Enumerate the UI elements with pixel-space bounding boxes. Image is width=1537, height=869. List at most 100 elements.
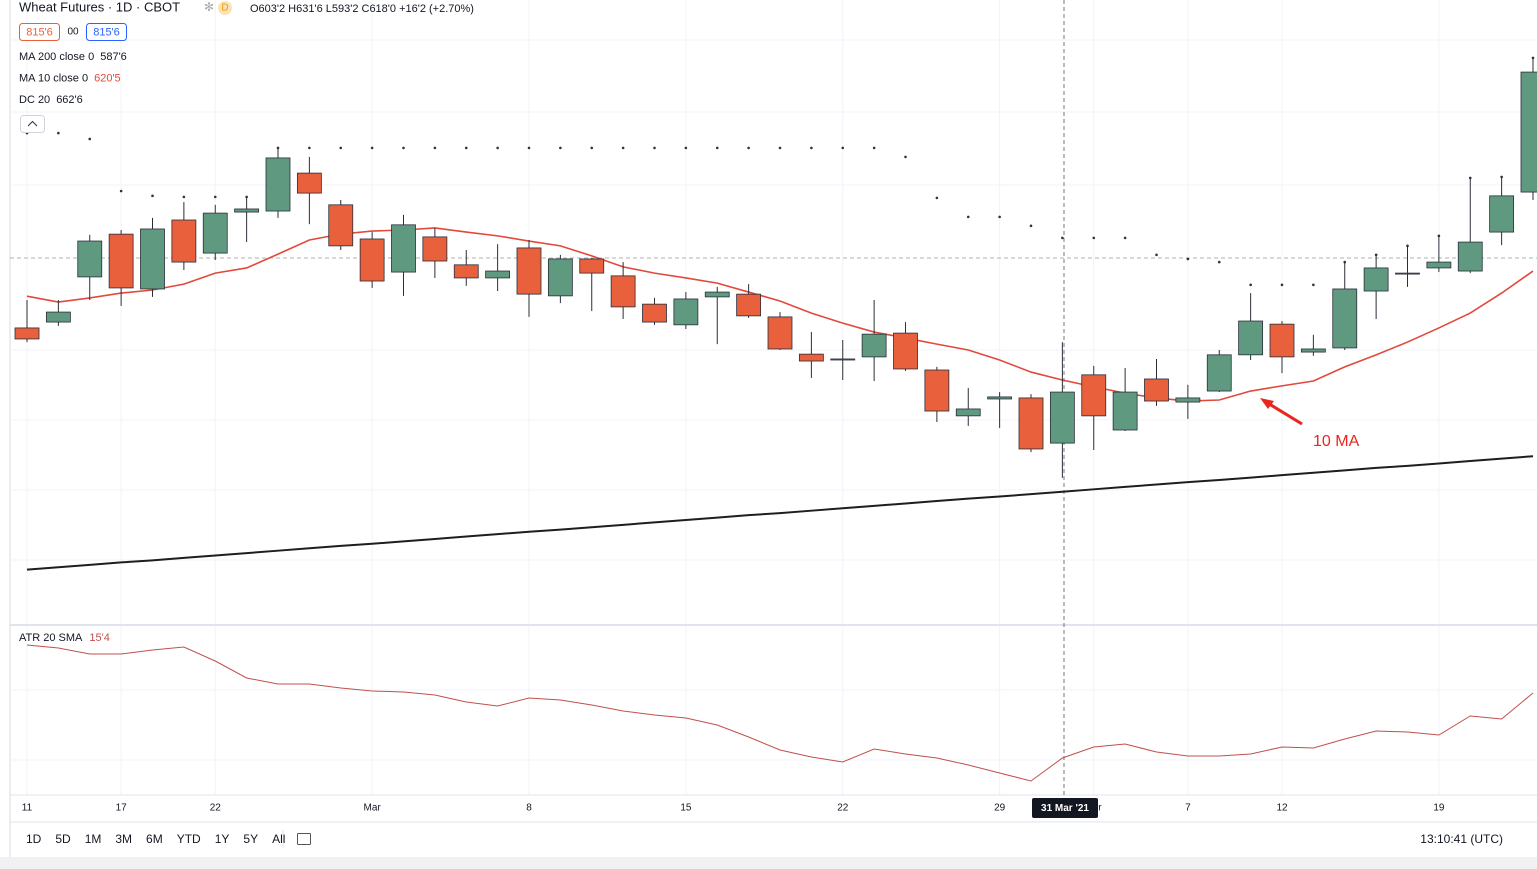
compare-icon[interactable] — [297, 833, 311, 845]
dc-dot — [182, 195, 186, 199]
candle-body — [1206, 354, 1232, 392]
ohlc: O603'2 H631'6 L593'2 C618'0 +16'2 (+2.70… — [250, 3, 474, 15]
candle-body — [736, 293, 762, 317]
range-button[interactable]: All — [272, 832, 285, 846]
atr-legend-name: ATR 20 SMA — [19, 632, 83, 644]
candle-body — [1018, 397, 1044, 450]
candle-body — [924, 369, 950, 412]
dc-dot — [998, 215, 1001, 219]
ma-line — [26, 455, 1534, 571]
candle-body — [296, 172, 322, 194]
crosshair-date-box — [1032, 798, 1098, 818]
dc-dot — [904, 155, 907, 159]
candle-body — [45, 311, 71, 323]
range-button[interactable]: YTD — [177, 832, 201, 846]
dc-dot — [1029, 224, 1033, 228]
candle-body — [642, 303, 667, 323]
candle-body — [830, 358, 856, 361]
buy-button[interactable] — [86, 23, 127, 41]
dc-dot — [119, 189, 123, 193]
candle-body — [1395, 272, 1420, 275]
range-button[interactable]: 1M — [85, 832, 102, 846]
dc-dot — [1123, 236, 1127, 240]
candle-body — [673, 298, 699, 326]
candle-body — [987, 396, 1013, 400]
dc-dot — [1155, 253, 1158, 257]
candle-body — [265, 157, 291, 212]
candle-body — [798, 353, 824, 362]
range-button[interactable]: 5Y — [243, 832, 258, 846]
spread: 00 — [67, 27, 79, 38]
candle-body — [579, 258, 605, 274]
collapse-button[interactable] — [20, 115, 45, 133]
x-tick-label: 15 — [680, 803, 692, 814]
candle-body — [1363, 267, 1389, 292]
dc-dot — [684, 146, 688, 150]
x-tick-label: 12 — [1276, 803, 1288, 814]
range-button[interactable]: 6M — [146, 832, 163, 846]
dc-dot — [841, 146, 845, 150]
candle-body — [328, 204, 354, 247]
clock: 13:10:41 (UTC) — [1420, 832, 1503, 846]
dc-dot — [1312, 283, 1315, 287]
dc-dot — [370, 146, 374, 150]
collapse-icon — [27, 120, 38, 127]
x-tick-label: 22 — [210, 803, 222, 814]
candle-body — [516, 247, 542, 295]
range-button[interactable]: 1Y — [215, 832, 230, 846]
dc-dot — [966, 215, 970, 219]
range-button[interactable]: 3M — [115, 832, 132, 846]
ma-line — [26, 227, 1534, 402]
candle-body — [1489, 195, 1515, 233]
atr-legend-value: 15'4 — [89, 632, 109, 644]
legend-name: DC 20 — [19, 94, 50, 106]
dc-dot — [747, 146, 750, 150]
candle-body — [391, 224, 416, 273]
badge: D — [221, 3, 228, 14]
atr-line — [26, 644, 1534, 782]
candle-body — [485, 270, 511, 279]
candle-body — [108, 233, 134, 289]
dc-dot — [559, 146, 562, 150]
sell-button[interactable] — [19, 23, 60, 41]
candle-body — [14, 327, 40, 340]
candle-body — [1112, 391, 1138, 431]
legend-value: 662'6 — [56, 94, 83, 106]
dc-dot — [496, 146, 499, 150]
buy-price: 815'6 — [93, 26, 120, 38]
candle-body — [704, 291, 730, 298]
dc-dot — [88, 137, 92, 141]
dc-dot — [1217, 260, 1221, 264]
dc-dot — [653, 146, 656, 150]
candle-body — [955, 408, 981, 417]
dc-dot — [213, 195, 217, 199]
range-button[interactable]: 5D — [55, 832, 71, 846]
candle-body — [547, 258, 573, 297]
sell-price: 815'6 — [26, 26, 53, 38]
dc-dot — [433, 146, 437, 150]
candle-body — [77, 240, 103, 278]
dc-dot — [621, 146, 625, 150]
dc-dot — [778, 146, 782, 150]
dc-dot — [1186, 257, 1190, 261]
dc-dot — [872, 146, 876, 150]
candle-body — [893, 332, 918, 370]
badge-bg — [218, 1, 232, 15]
range-button[interactable]: 1D — [26, 832, 42, 846]
dc-dot — [590, 146, 594, 150]
dc-dot — [527, 146, 531, 150]
candle-body — [1081, 374, 1107, 417]
legend-value: 620'5 — [94, 72, 121, 84]
x-tick-label: 19 — [1433, 803, 1445, 814]
dc-dot — [57, 131, 60, 135]
x-tick-label: 29 — [994, 803, 1006, 814]
legend-name: MA 10 close 0 — [19, 72, 88, 84]
candle-body — [1457, 241, 1483, 272]
candle-body — [422, 236, 448, 262]
x-tick-label: 7 — [1185, 803, 1191, 814]
x-tick-label: Mar — [364, 803, 382, 814]
dc-dot — [339, 146, 343, 150]
